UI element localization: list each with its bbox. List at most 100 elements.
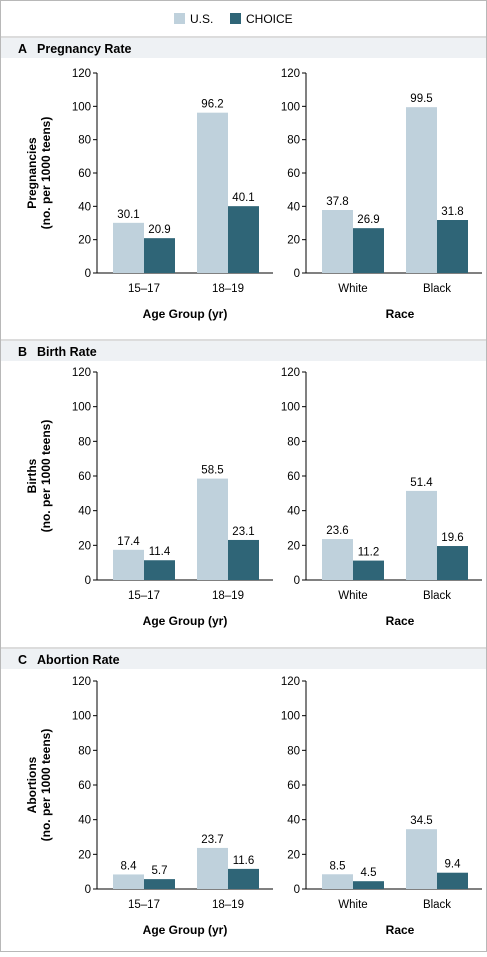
data-label-us: 37.8 [326, 196, 348, 208]
bar-choice [437, 220, 468, 273]
panel-title: Pregnancy Rate [37, 42, 132, 56]
x-tick-label: 18–19 [212, 283, 244, 295]
y-tick-label: 20 [287, 540, 300, 552]
bar-us [322, 210, 353, 273]
bar-choice [437, 872, 468, 889]
bar-us [406, 107, 437, 274]
y-tick-label: 80 [287, 745, 300, 757]
y-tick-label: 0 [294, 884, 300, 896]
data-label-choice: 31.8 [441, 206, 463, 218]
y-tick-label: 60 [287, 168, 300, 180]
y-tick-label: 20 [78, 849, 91, 861]
panel-b: B Birth Rate Births(no. per 1000 teens) 0 20… [0, 339, 487, 628]
y-tick-label: 40 [78, 815, 91, 827]
y-tick-label: 60 [78, 471, 91, 483]
data-label-us: 8.4 [121, 860, 138, 872]
data-label-us: 23.7 [201, 834, 223, 846]
subchart-race: 0 20 40 60 80 100 120 8.5 4.5 White 34.5 9.4 Black Ra… [281, 676, 482, 937]
y-tick-label: 40 [287, 201, 300, 213]
data-label-us: 30.1 [117, 209, 139, 221]
bar-choice [228, 206, 259, 273]
bar-us [322, 539, 353, 580]
panel-header-band [1, 341, 486, 361]
y-axis-label: Pregnancies(no. per 1000 teens) [25, 117, 53, 230]
data-label-us: 23.6 [326, 525, 348, 537]
y-tick-label: 20 [287, 849, 300, 861]
y-tick-label: 80 [78, 436, 91, 448]
legend-label-us: U.S. [190, 12, 213, 26]
bar-choice [228, 539, 259, 580]
data-label-choice: 20.9 [148, 224, 170, 236]
y-tick-label: 40 [287, 815, 300, 827]
y-tick-label: 0 [294, 575, 300, 587]
y-tick-label: 80 [287, 436, 300, 448]
x-axis-label: Race [386, 307, 415, 321]
data-label-choice: 23.1 [232, 526, 254, 538]
y-tick-label: 120 [72, 68, 91, 80]
subchart-age-group: 0 20 40 60 80 100 120 17.4 11.4 15–17 58.5 23.1 18–1… [72, 367, 273, 628]
panel-header-band [1, 649, 486, 669]
bar-choice [353, 560, 384, 580]
y-axis-label-line: Pregnancies [25, 137, 39, 209]
panel-title: Abortion Rate [37, 653, 120, 667]
y-tick-label: 100 [281, 101, 300, 113]
panel-title: Birth Rate [37, 345, 97, 359]
bar-us [113, 549, 144, 580]
y-tick-label: 120 [281, 676, 300, 688]
y-tick-label: 100 [281, 402, 300, 414]
x-tick-label: White [338, 590, 367, 602]
x-axis-label: Age Group (yr) [143, 614, 228, 628]
x-tick-label: Black [423, 590, 451, 602]
panel-header-band [1, 38, 486, 58]
bar-choice [353, 228, 384, 273]
y-tick-label: 40 [78, 201, 91, 213]
bar-choice [144, 879, 175, 889]
y-tick-label: 80 [78, 135, 91, 147]
data-label-us: 96.2 [201, 99, 223, 111]
bar-choice [353, 881, 384, 889]
legend-swatch-choice [230, 13, 241, 24]
x-tick-label: 15–17 [128, 899, 160, 911]
panel-letter: C [18, 653, 27, 667]
y-tick-label: 40 [287, 506, 300, 518]
y-tick-label: 0 [85, 268, 91, 280]
subchart-age-group: 0 20 40 60 80 100 120 30.1 20.9 15–17 96.2 40.1 18–1… [72, 68, 273, 321]
y-tick-label: 100 [72, 101, 91, 113]
x-axis-label: Age Group (yr) [143, 307, 228, 321]
data-label-choice: 40.1 [232, 192, 254, 204]
y-tick-label: 80 [78, 745, 91, 757]
subchart-race: 0 20 40 60 80 100 120 37.8 26.9 White 99.5 31.8 Blac… [281, 68, 482, 321]
bar-us [406, 829, 437, 889]
y-tick-label: 60 [78, 780, 91, 792]
data-label-us: 99.5 [410, 93, 432, 105]
y-tick-label: 100 [72, 402, 91, 414]
x-tick-label: 18–19 [212, 899, 244, 911]
y-tick-label: 120 [281, 367, 300, 379]
data-label-us: 51.4 [410, 477, 433, 489]
x-tick-label: Black [423, 283, 451, 295]
legend: U.S. CHOICE [174, 12, 293, 26]
bar-us [197, 478, 228, 580]
data-label-us: 17.4 [117, 536, 140, 548]
y-axis-label-line: Abortions [25, 756, 39, 813]
data-label-choice: 11.6 [233, 855, 255, 867]
data-label-choice: 26.9 [357, 214, 379, 226]
y-tick-label: 100 [281, 711, 300, 723]
data-label-us: 8.5 [330, 860, 346, 872]
data-label-choice: 19.6 [441, 532, 463, 544]
y-tick-label: 0 [294, 268, 300, 280]
x-axis-label: Age Group (yr) [143, 923, 228, 937]
y-tick-label: 120 [72, 676, 91, 688]
y-axis-label-line: (no. per 1000 teens) [39, 117, 53, 230]
subchart-race: 0 20 40 60 80 100 120 23.6 11.2 White 51.4 19.6 Blac… [281, 367, 482, 628]
legend-label-choice: CHOICE [246, 12, 293, 26]
y-axis-label-line: Births [25, 458, 39, 493]
y-axis-label-line: (no. per 1000 teens) [39, 729, 53, 842]
x-axis-label: Race [386, 923, 415, 937]
y-tick-label: 60 [287, 471, 300, 483]
y-tick-label: 60 [287, 780, 300, 792]
